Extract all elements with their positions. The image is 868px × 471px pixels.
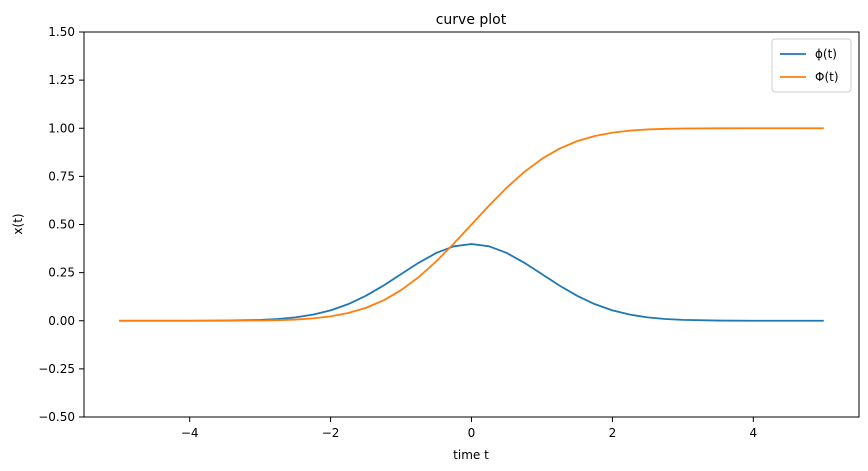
- legend-box: [771, 38, 852, 93]
- legend-label-phi: ϕ(t): [815, 47, 837, 61]
- series-line-1: [119, 127, 824, 322]
- y-tick-label: 0.00: [48, 314, 75, 328]
- x-tick-label: −2: [322, 426, 340, 440]
- y-tick-label: 0.75: [48, 169, 75, 183]
- y-tick-label: 0.50: [48, 218, 75, 232]
- y-axis-title: x(t): [11, 213, 25, 234]
- y-tick-label: 1.25: [48, 73, 75, 87]
- x-tick-label: −4: [181, 426, 199, 440]
- chart-title: curve plot: [436, 12, 507, 28]
- y-tick-label: 0.25: [48, 266, 75, 280]
- x-tick-label: 0: [468, 426, 476, 440]
- x-tick-label: 4: [749, 426, 757, 440]
- x-axis-title: time t: [453, 448, 489, 462]
- y-tick-label: −0.50: [38, 410, 75, 424]
- y-tick-label: 1.00: [48, 121, 75, 135]
- y-axis: −0.50 −0.25 0.00 0.25 0.50 0.75 1.00 1.25 1.50: [38, 25, 84, 424]
- series-layer: [119, 127, 824, 322]
- x-tick-label: 2: [609, 426, 617, 440]
- legend-label-Phi: Φ(t): [815, 70, 839, 84]
- series-line-0: [119, 243, 824, 322]
- legend: ϕ(t) Φ(t): [771, 38, 852, 93]
- y-tick-label: 1.50: [48, 25, 75, 39]
- x-axis: −4 −2 0 2 4: [181, 417, 757, 440]
- y-tick-label: −0.25: [38, 362, 75, 376]
